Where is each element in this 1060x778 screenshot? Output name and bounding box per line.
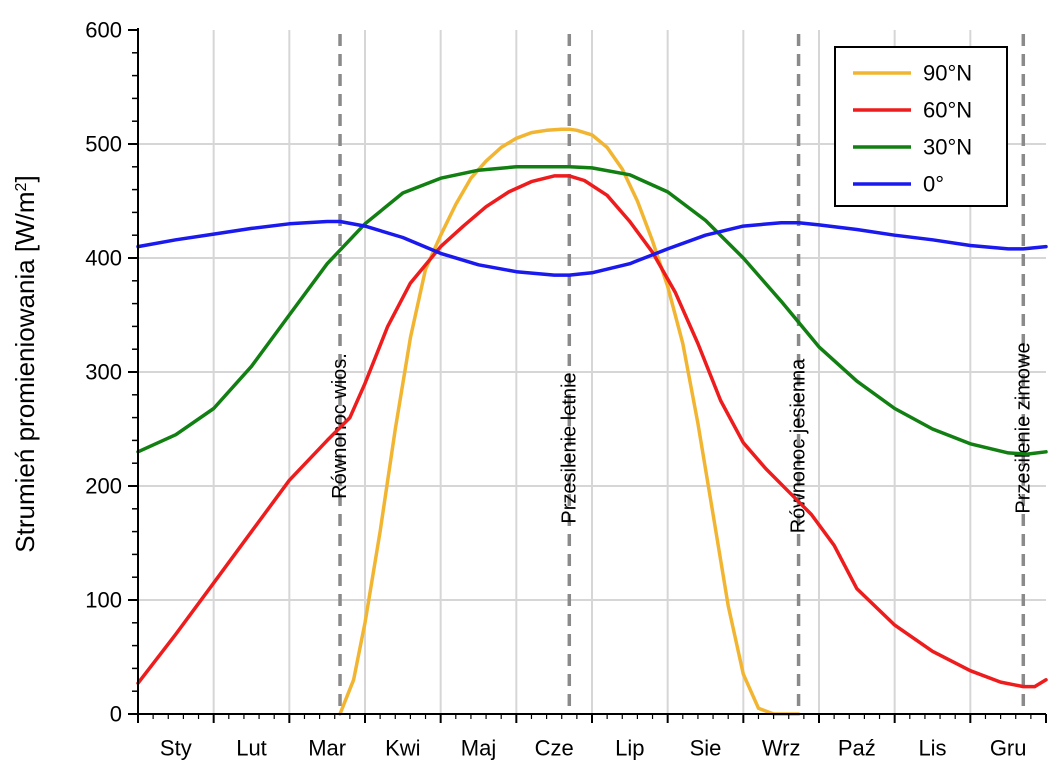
event-label: Przesilenie zimowe (1012, 342, 1034, 513)
x-tick-label: Lis (918, 736, 946, 761)
series-line (136, 165, 1048, 456)
event-label: Przesilenie letnie (558, 372, 580, 523)
series-line (338, 127, 801, 716)
x-tick-label: Lip (615, 736, 644, 761)
y-tick-label: 500 (85, 132, 122, 157)
x-tick-label: Paź (838, 736, 876, 761)
y-tick-label: 200 (85, 474, 122, 499)
event-label: Równonoc jesienna (788, 358, 810, 533)
x-tick-label: Gru (990, 736, 1027, 761)
series-lines (136, 127, 1048, 716)
series-line (136, 219, 1048, 277)
axes: 0 100 200 300 400 500 600 Sty Lut Mar Kwi Maj Cze Lip… (85, 18, 1047, 761)
legend-label: 60°N (923, 98, 972, 123)
legend: 90°N 60°N 30°N 0° (834, 46, 1008, 207)
y-tick-label: 400 (85, 246, 122, 271)
y-tick-label: 0 (110, 702, 122, 727)
legend-box (834, 46, 1008, 207)
x-tick-label: Lut (236, 736, 267, 761)
legend-label: 0° (923, 172, 944, 197)
x-tick-label: Wrz (762, 736, 801, 761)
x-tick-label: Cze (535, 736, 574, 761)
x-tick-label: Sie (690, 736, 722, 761)
event-lines: Równonoc wios. Przesilenie letnie Równonoc… (329, 34, 1034, 714)
y-tick-label: 600 (85, 18, 122, 43)
legend-label: 30°N (923, 135, 972, 160)
legend-label: 90°N (923, 61, 972, 86)
y-tick-label: 300 (85, 360, 122, 385)
x-tick-label: Maj (461, 736, 496, 761)
grid (138, 30, 1046, 714)
y-axis-label: Strumień promieniowania [W/m2] (10, 175, 40, 552)
y-tick-label: 100 (85, 588, 122, 613)
x-tick-label: Sty (160, 736, 192, 761)
series-line (136, 174, 1048, 689)
x-tick-label: Mar (308, 736, 346, 761)
x-tick-label: Kwi (385, 736, 420, 761)
